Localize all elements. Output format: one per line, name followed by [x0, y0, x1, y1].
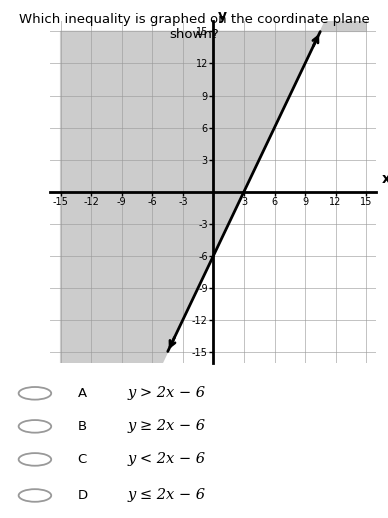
Text: Which inequality is graphed on the coordinate plane shown?: Which inequality is graphed on the coord… — [19, 13, 369, 41]
Text: C: C — [78, 453, 87, 466]
Text: B: B — [78, 420, 87, 433]
Text: y: y — [217, 9, 227, 23]
Text: y < 2x − 6: y < 2x − 6 — [128, 452, 206, 466]
Text: y ≥ 2x − 6: y ≥ 2x − 6 — [128, 420, 206, 434]
Text: y ≤ 2x − 6: y ≤ 2x − 6 — [128, 488, 206, 502]
Text: D: D — [78, 489, 88, 502]
Text: x: x — [381, 172, 388, 186]
Text: A: A — [78, 387, 87, 400]
Text: y > 2x − 6: y > 2x − 6 — [128, 386, 206, 400]
